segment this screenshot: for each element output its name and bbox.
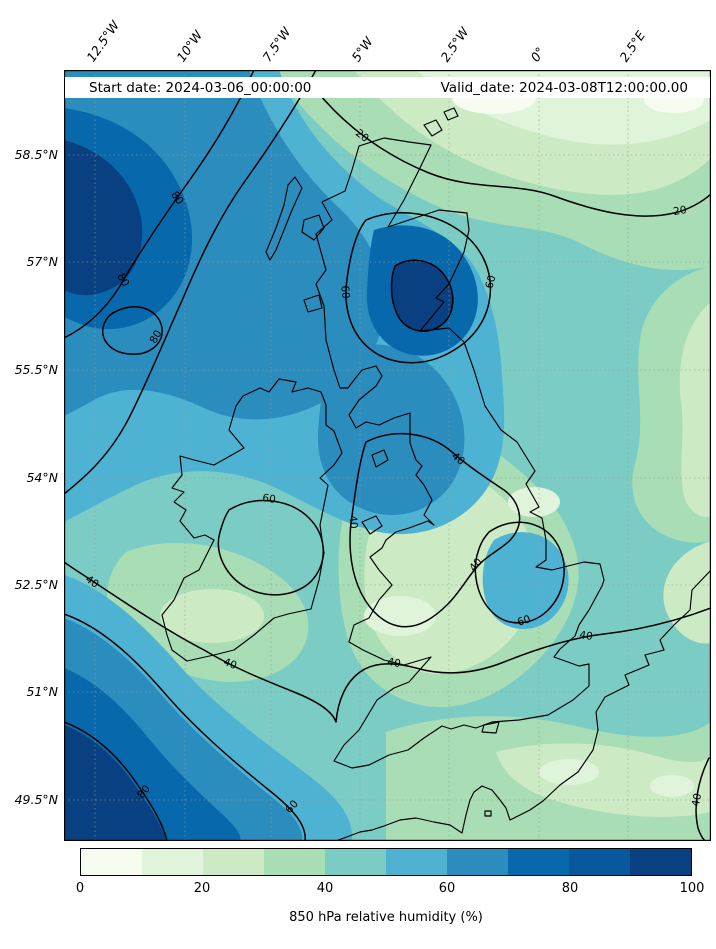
contour-label: 80 bbox=[147, 328, 164, 346]
contour-label: 60 bbox=[483, 274, 498, 290]
contour-60 bbox=[217, 499, 325, 596]
y-tick-label: 55.5°N bbox=[14, 362, 58, 377]
colorbar bbox=[80, 848, 692, 876]
contour-80 bbox=[102, 306, 163, 355]
valid-date-text: Valid_date: 2024-03-08T12:00:00.00 bbox=[440, 79, 688, 96]
x-tick-label: 5°W bbox=[348, 34, 376, 65]
colorbar-tick-label: 100 bbox=[679, 881, 705, 896]
y-tick-label: 52.5°N bbox=[14, 577, 58, 592]
y-tick-label: 51°N bbox=[26, 684, 58, 699]
contour-60 bbox=[64, 613, 306, 841]
contour-80 bbox=[390, 259, 454, 332]
x-tick-label: 12.5°W bbox=[83, 17, 123, 65]
contour-label: 40 bbox=[386, 656, 401, 670]
coastlines bbox=[161, 107, 711, 841]
colorbar-tick-label: 80 bbox=[561, 881, 579, 896]
contour-label: 40 bbox=[222, 656, 239, 672]
x-tick-label: 0° bbox=[527, 44, 548, 65]
contour-label: 20 bbox=[672, 204, 687, 218]
coastline-great-britain bbox=[315, 137, 605, 769]
x-tick-label: 2.5°E bbox=[616, 27, 649, 65]
colorbar-segment bbox=[630, 849, 691, 875]
y-tick-label: 54°N bbox=[26, 470, 58, 485]
date-header: Start date: 2024-03-06_00:00:00 Valid_da… bbox=[65, 77, 710, 98]
colorbar-segment bbox=[569, 849, 630, 875]
contour-80 bbox=[64, 721, 168, 841]
x-tick-label: 10°W bbox=[173, 27, 206, 65]
colorbar-segment bbox=[508, 849, 569, 875]
contour-60 bbox=[345, 212, 492, 364]
coastline-continent bbox=[333, 569, 711, 841]
colorbar-tick-label: 60 bbox=[438, 881, 456, 896]
colorbar-segment bbox=[447, 849, 508, 875]
start-date-text: Start date: 2024-03-06_00:00:00 bbox=[89, 79, 312, 96]
contour-80 bbox=[64, 70, 255, 339]
map-frame bbox=[64, 70, 711, 841]
contour-60 bbox=[474, 521, 565, 624]
contour-label: 40 bbox=[579, 629, 594, 643]
contour-label: 80 bbox=[114, 271, 131, 289]
y-tick-label: 58.5°N bbox=[14, 147, 58, 162]
contour-60 bbox=[64, 70, 317, 495]
contour-40 bbox=[349, 432, 521, 628]
contour-40 bbox=[64, 561, 711, 723]
y-tick-label: 49.5°N bbox=[14, 792, 58, 807]
humidity-contour-map: 20 20 80 80 80 60 60 60 60 40 40 40 40 4… bbox=[64, 70, 711, 841]
colorbar-segment bbox=[203, 849, 264, 875]
coastline-ireland bbox=[161, 378, 343, 662]
y-tick-label: 57°N bbox=[26, 254, 58, 269]
colorbar-segment bbox=[142, 849, 203, 875]
contour-lines bbox=[64, 70, 711, 841]
colorbar-segment bbox=[325, 849, 386, 875]
colorbar-tick-label: 20 bbox=[193, 881, 211, 896]
colorbar-tick-label: 40 bbox=[316, 881, 334, 896]
contour-label: 40 bbox=[690, 792, 704, 807]
contour-40 bbox=[695, 757, 710, 841]
colorbar-tick-label: 0 bbox=[75, 881, 85, 896]
contour-label: 60 bbox=[338, 285, 351, 299]
contour-20 bbox=[315, 89, 711, 217]
colorbar-segment bbox=[264, 849, 325, 875]
x-tick-label: 7.5°W bbox=[259, 24, 294, 65]
contour-label: 40 bbox=[346, 515, 359, 529]
colorbar-segment bbox=[81, 849, 142, 875]
colorbar-segment bbox=[386, 849, 447, 875]
x-tick-label: 2.5°W bbox=[437, 24, 472, 65]
contour-label: 60 bbox=[262, 492, 277, 506]
map-plot-area: 20 20 80 80 80 60 60 60 60 40 40 40 40 4… bbox=[64, 70, 711, 841]
contour-label: 60 bbox=[516, 613, 532, 629]
coastline-islands bbox=[265, 107, 500, 817]
colorbar-title: 850 hPa relative humidity (%) bbox=[289, 910, 483, 925]
humidity-fill-layers bbox=[64, 70, 711, 841]
